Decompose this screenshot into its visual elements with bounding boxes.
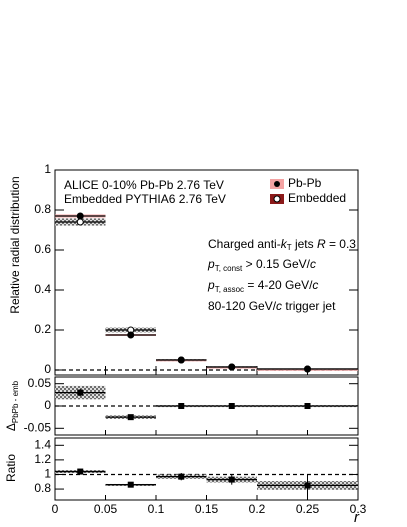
marker [77,389,84,396]
y-axis-label: ΔPbPb - emb [4,380,20,431]
y-tick-label: 1 [44,467,51,481]
legend-marker [274,181,280,187]
annotation: Charged anti-kT jets R = 0.3 [208,237,356,252]
legend-label: Embedded [288,191,346,205]
marker [228,476,235,483]
y-axis-label: Ratio [4,454,18,482]
marker [178,403,185,409]
y-tick-label: 0.05 [28,376,52,390]
legend-marker [273,195,281,203]
annotation: pT, const > 0.15 GeV/c [207,257,316,273]
y-tick-label: 1.4 [34,437,51,451]
x-tick-label: 0.25 [296,502,320,516]
y-tick-label: 0.2 [34,322,51,336]
y-tick-label: 0.8 [34,202,51,216]
y-tick-label: -0.05 [24,420,52,434]
y-axis-label: Relative radial distribution [8,176,22,313]
y-tick-label: 0 [44,362,51,376]
marker [304,482,311,489]
marker [76,218,84,226]
marker [76,212,84,220]
annotation: 80-120 GeV/c trigger jet [208,299,336,313]
x-tick-label: 0.2 [249,502,266,516]
marker [228,403,235,409]
y-tick-label: 1.2 [34,452,51,466]
x-tick-label: 0.1 [148,502,165,516]
embedding-label: Embedded PYTHIA6 2.76 TeV [64,192,226,206]
legend-label: Pb-Pb [288,176,322,190]
annotation: pT, assoc = 4-20 GeV/c [207,278,318,294]
marker [77,468,84,475]
marker [127,331,135,339]
marker [177,356,185,364]
x-axis-label: r [354,509,360,526]
x-tick-label: 0.15 [195,502,219,516]
y-tick-label: 0.4 [34,282,51,296]
marker [228,363,236,371]
y-tick-label: 0.6 [34,242,51,256]
x-tick-label: 0.05 [94,502,118,516]
marker [127,414,134,421]
y-tick-label: 0.8 [34,481,51,495]
marker [304,403,311,409]
marker [178,473,185,480]
plot-frame [54,437,359,501]
x-tick-label: 0.3 [350,502,367,516]
experiment-label: ALICE 0-10% Pb-Pb 2.76 TeV [64,178,224,192]
x-tick-label: 0 [52,502,59,516]
marker [304,365,311,373]
y-tick-label: 1 [44,162,51,176]
marker [127,481,134,488]
y-tick-label: 0 [44,398,51,412]
